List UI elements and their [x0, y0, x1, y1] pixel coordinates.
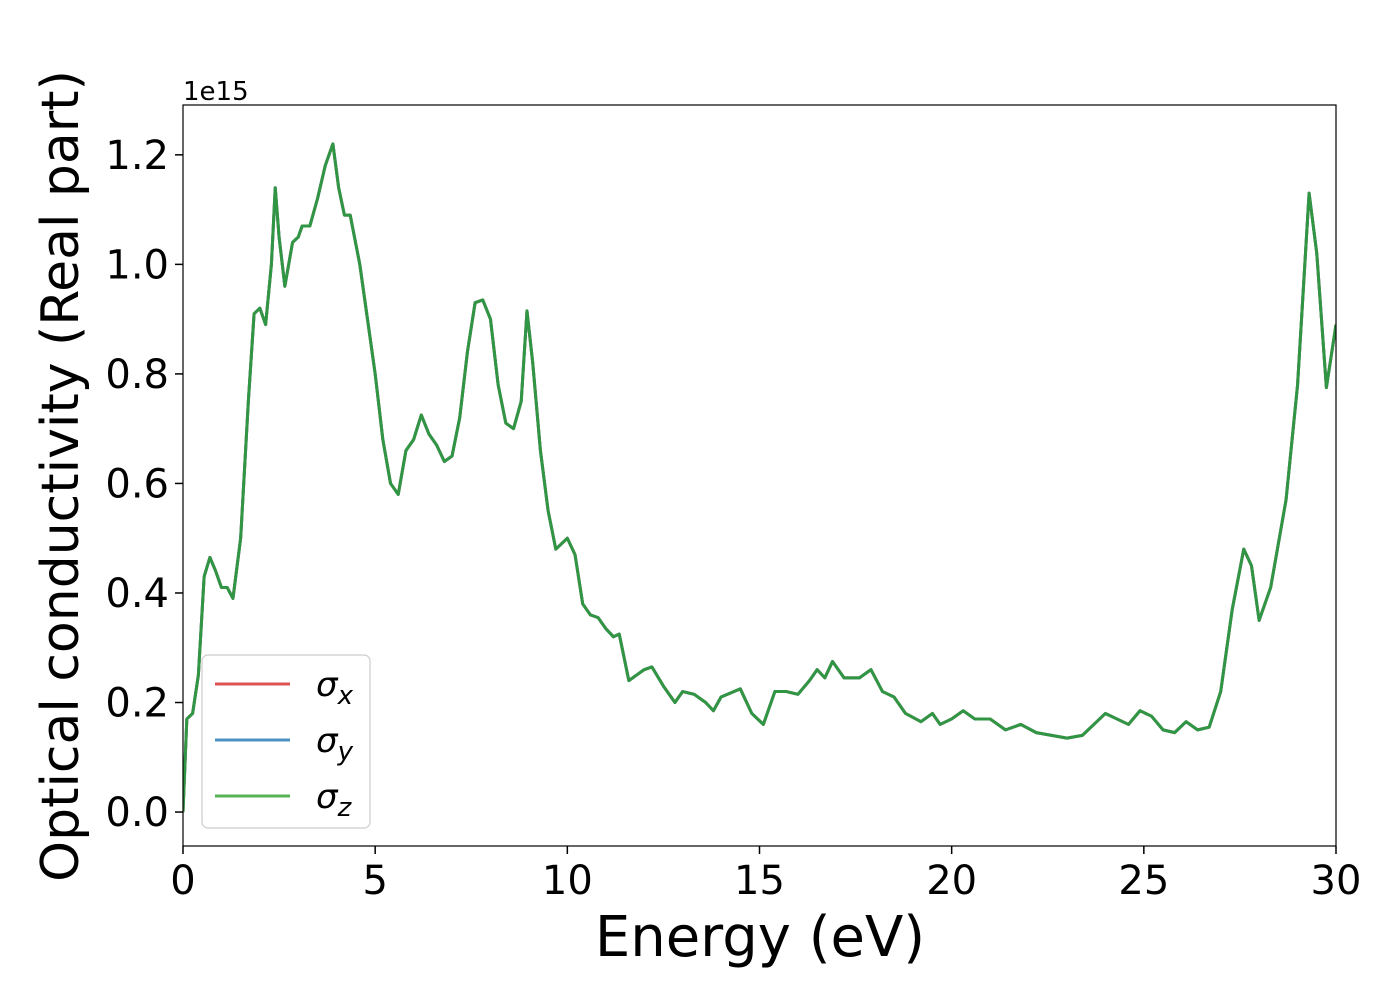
- plot-frame: [182, 104, 1337, 847]
- y-tick-label: 0.6: [105, 461, 169, 507]
- x-tick-label: 10: [542, 858, 593, 904]
- x-tick-label: 5: [362, 858, 387, 904]
- legend-label: σy: [316, 721, 354, 767]
- legend-label: σx: [316, 665, 354, 711]
- x-axis-label: Energy (eV): [595, 905, 925, 970]
- legend-label: σz: [316, 777, 353, 823]
- y-offset-label: 1e15: [183, 77, 249, 107]
- y-tick-label: 0.4: [105, 571, 169, 617]
- x-tick-label: 0: [170, 858, 195, 904]
- x-tick-label: 20: [926, 858, 977, 904]
- y-tick-label: 1.0: [105, 242, 169, 288]
- y-tick-label: 0.8: [105, 352, 169, 398]
- y-tick-label: 0.0: [105, 790, 169, 836]
- x-tick-label: 25: [1118, 858, 1169, 904]
- y-tick-label: 0.2: [105, 681, 169, 727]
- series-line: [183, 142, 1336, 813]
- y-tick-label: 1.2: [105, 133, 169, 179]
- y-axis-label: Optical conductivity (Real part): [31, 70, 91, 882]
- x-tick-label: 30: [1311, 858, 1362, 904]
- x-tick-label: 15: [734, 858, 785, 904]
